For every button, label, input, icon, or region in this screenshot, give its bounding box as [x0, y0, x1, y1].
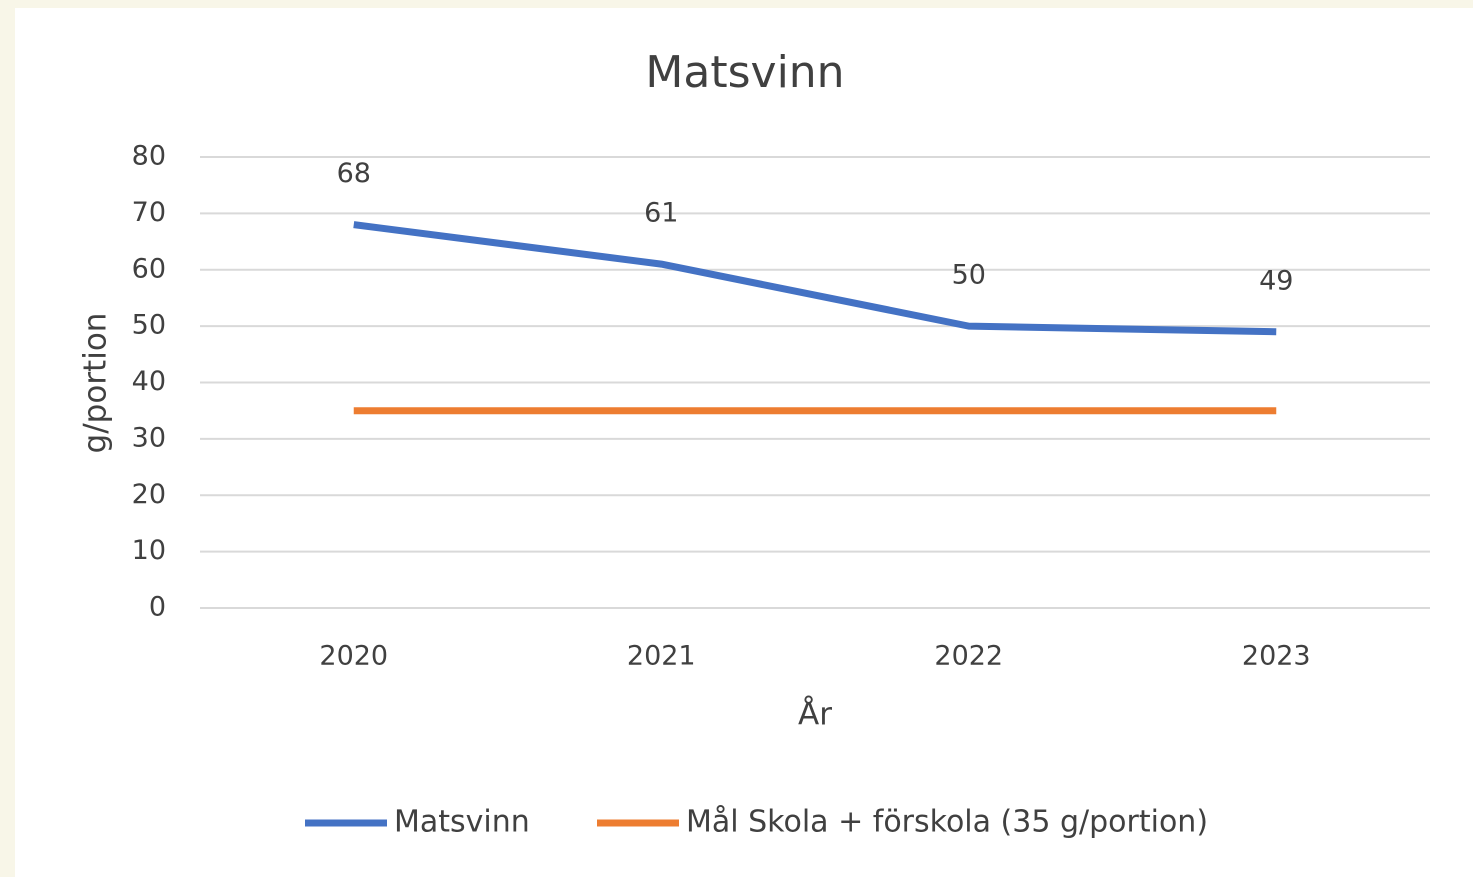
y-tick-label: 60 [132, 253, 166, 284]
legend-label: Mål Skola + förskola (35 g/portion) [686, 805, 1208, 840]
legend-label: Matsvinn [394, 805, 530, 840]
y-axis-label: g/portion [78, 313, 114, 454]
chart-title: Matsvinn [645, 47, 844, 98]
chart-area [15, 8, 1473, 877]
x-tick-label: 2020 [319, 641, 388, 672]
data-label: 49 [1259, 265, 1293, 296]
x-tick-label: 2022 [934, 641, 1003, 672]
y-tick-label: 10 [132, 535, 166, 566]
y-tick-label: 20 [132, 479, 166, 510]
x-tick-label: 2021 [627, 641, 696, 672]
y-tick-label: 50 [132, 310, 166, 341]
x-axis-label: År [798, 697, 832, 733]
data-label: 50 [952, 260, 986, 291]
y-tick-label: 0 [149, 592, 166, 623]
y-tick-label: 80 [132, 141, 166, 172]
x-tick-label: 2023 [1242, 641, 1311, 672]
y-tick-label: 70 [132, 197, 166, 228]
y-tick-label: 40 [132, 366, 166, 397]
data-line [353, 221, 1277, 336]
data-label: 68 [337, 158, 371, 189]
y-tick-label: 30 [132, 422, 166, 453]
data-label: 61 [644, 198, 678, 229]
